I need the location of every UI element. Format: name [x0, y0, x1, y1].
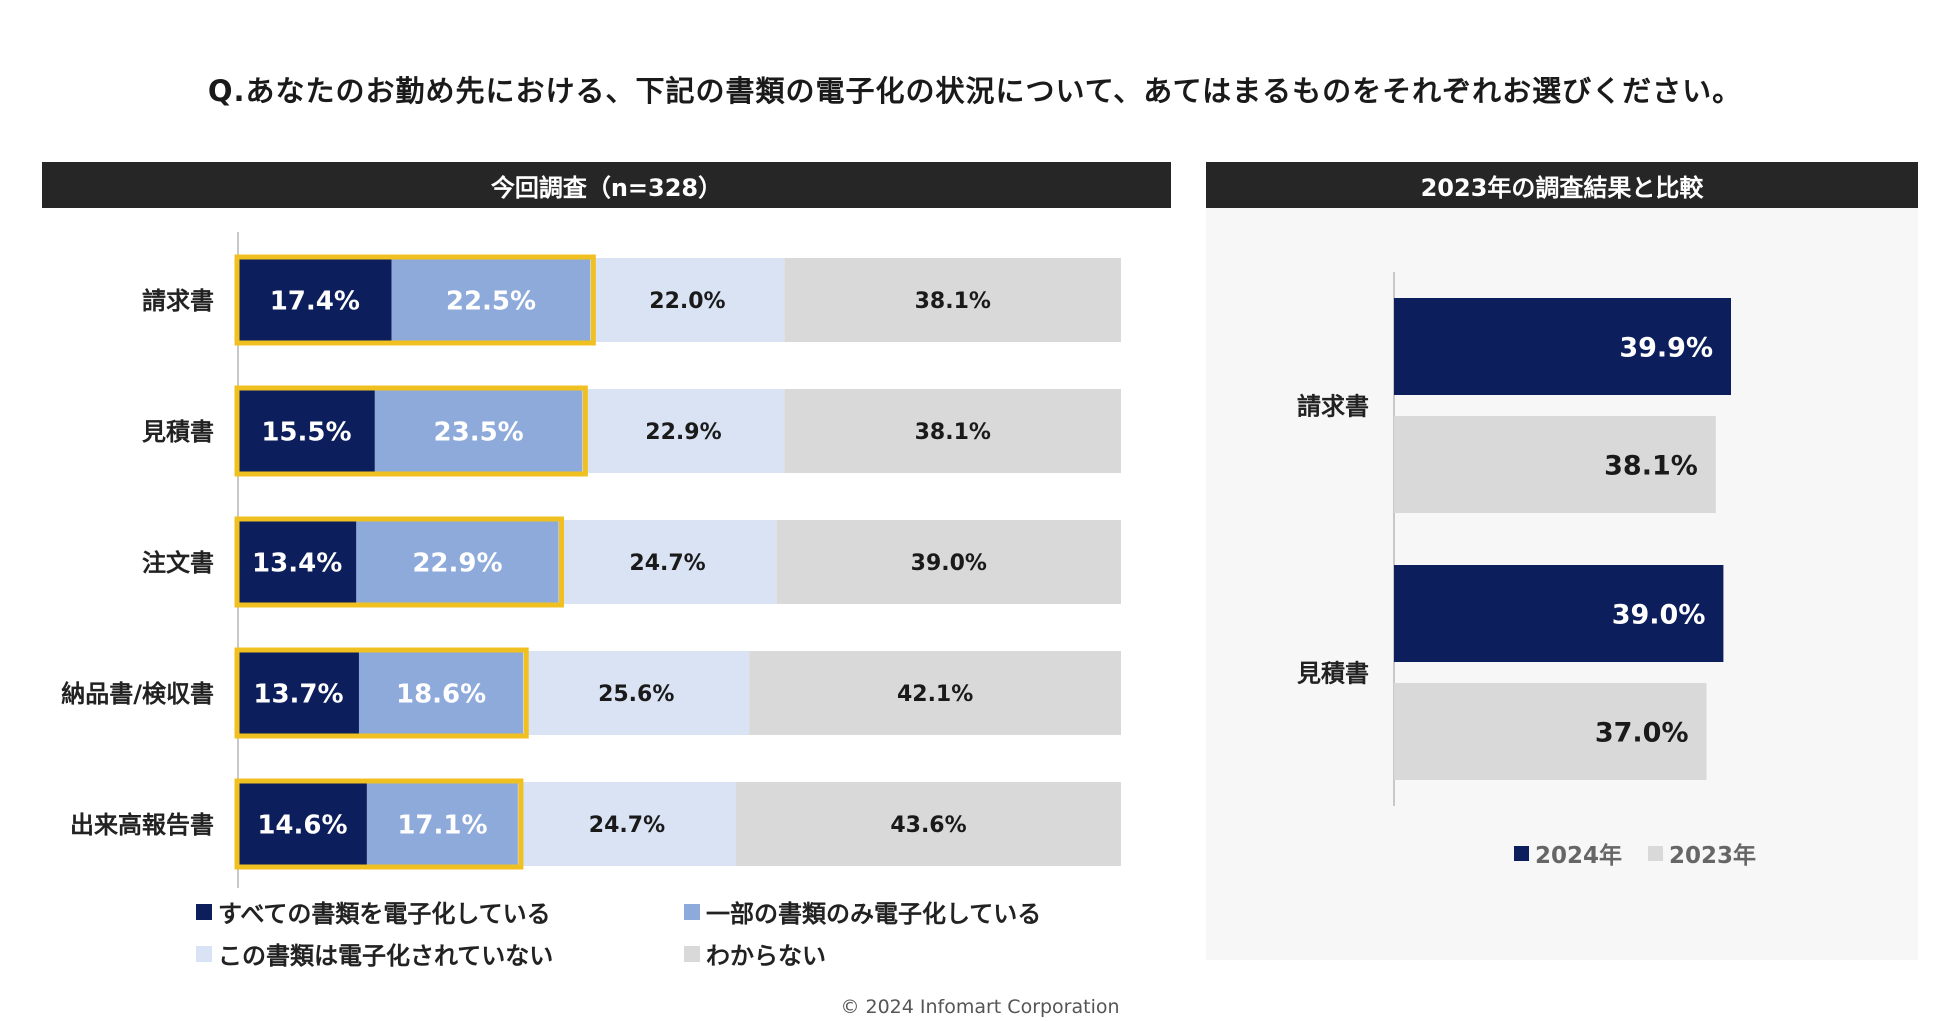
category-label: 請求書	[142, 287, 214, 315]
legend-swatch-none	[196, 945, 212, 962]
data-label: 22.9%	[645, 420, 721, 445]
legend-label-2023: 2023年	[1669, 843, 1757, 869]
highlight-box	[234, 254, 596, 346]
legend-swatch-unknown	[684, 945, 700, 962]
comparison-bar	[1394, 565, 1724, 662]
comparison-bar	[1394, 683, 1707, 780]
data-label: 14.6%	[257, 810, 347, 840]
comparison-data-label: 39.9%	[1619, 333, 1713, 364]
legend-label-all: すべての書類を電子化している	[218, 900, 551, 928]
data-label: 24.7%	[629, 551, 705, 576]
category-label: 納品書/検収書	[61, 680, 214, 708]
bar-segment	[558, 520, 777, 604]
bar-segment	[391, 258, 591, 342]
legend-swatch-2024	[1514, 845, 1529, 861]
highlight-box	[234, 778, 524, 870]
category-label: 見積書	[142, 418, 214, 446]
data-label: 24.7%	[589, 813, 665, 838]
highlight-box	[234, 647, 529, 739]
comparison-header: 2023年の調査結果と比較	[1206, 162, 1918, 208]
legend-label-unknown: わからない	[706, 942, 826, 970]
data-label: 22.5%	[446, 286, 536, 316]
data-label: 17.1%	[397, 810, 487, 840]
bar-segment	[238, 651, 359, 735]
comparison-data-label: 39.0%	[1612, 600, 1706, 631]
comparison-data-label: 37.0%	[1595, 718, 1689, 749]
legend-item-unknown: わからない	[684, 936, 826, 971]
data-label: 38.1%	[915, 289, 991, 314]
legend-swatch-part	[684, 903, 700, 920]
comparison-category-label: 請求書	[1297, 393, 1369, 421]
bar-segment	[582, 389, 785, 473]
data-label: 25.6%	[598, 682, 674, 707]
data-label: 43.6%	[890, 813, 966, 838]
data-label: 17.4%	[270, 286, 360, 316]
comparison-category-label: 見積書	[1297, 660, 1369, 688]
data-label: 23.5%	[434, 417, 524, 447]
comparison-legend: 2024年 2023年	[1514, 836, 1756, 870]
legend-swatch-2023	[1648, 845, 1664, 861]
bar-segment	[736, 782, 1121, 866]
data-label: 39.0%	[911, 551, 987, 576]
legend-item-2023: 2023年	[1648, 836, 1756, 870]
bar-segment	[749, 651, 1121, 735]
highlight-box	[234, 385, 588, 477]
legend-item-all: すべての書類を電子化している	[196, 894, 551, 929]
comparison-data-label: 38.1%	[1604, 451, 1698, 482]
comparison-bar	[1394, 416, 1716, 513]
legend-item-none: この書類は電子化されていない	[196, 936, 553, 971]
legend-item-2024: 2024年	[1514, 836, 1622, 870]
current-survey-title: 今回調査（n=328）	[490, 173, 723, 202]
category-label: 出来高報告書	[70, 811, 214, 839]
data-label: 13.7%	[253, 679, 343, 709]
category-label: 注文書	[142, 549, 214, 577]
legend-swatch-all	[196, 903, 212, 920]
data-label: 42.1%	[897, 682, 973, 707]
bar-segment	[356, 520, 559, 604]
bar-segment	[590, 258, 785, 342]
legend-label-none: この書類は電子化されていない	[218, 942, 554, 970]
bar-segment	[238, 258, 392, 342]
bar-segment	[238, 782, 367, 866]
data-label: 18.6%	[396, 679, 486, 709]
highlight-box	[234, 516, 565, 608]
legend-label-2024: 2024年	[1535, 843, 1623, 869]
bar-segment	[374, 389, 583, 473]
legend-item-part: 一部の書類のみ電子化している	[684, 894, 1041, 929]
bar-segment	[517, 782, 737, 866]
data-label: 13.4%	[252, 548, 342, 578]
data-label: 15.5%	[261, 417, 351, 447]
comparison-title: 2023年の調査結果と比較	[1420, 173, 1704, 202]
data-label: 22.9%	[412, 548, 502, 578]
bar-segment	[784, 389, 1121, 473]
bar-segment	[784, 258, 1121, 342]
bar-segment	[238, 389, 375, 473]
bar-segment	[358, 651, 524, 735]
bar-segment	[776, 520, 1121, 604]
question-title: Q.あなたのお勤め先における、下記の書類の電子化の状況について、あてはまるものを…	[207, 74, 1743, 108]
copyright: © 2024 Infomart Corporation	[840, 996, 1120, 1018]
bar-segment	[238, 520, 357, 604]
current-survey-header: 今回調査（n=328）	[42, 162, 1171, 208]
data-label: 22.0%	[649, 289, 725, 314]
legend-label-part: 一部の書類のみ電子化している	[706, 900, 1042, 928]
data-label: 38.1%	[915, 420, 991, 445]
comparison-bar	[1394, 298, 1731, 395]
bar-segment	[523, 651, 750, 735]
bar-segment	[366, 782, 518, 866]
